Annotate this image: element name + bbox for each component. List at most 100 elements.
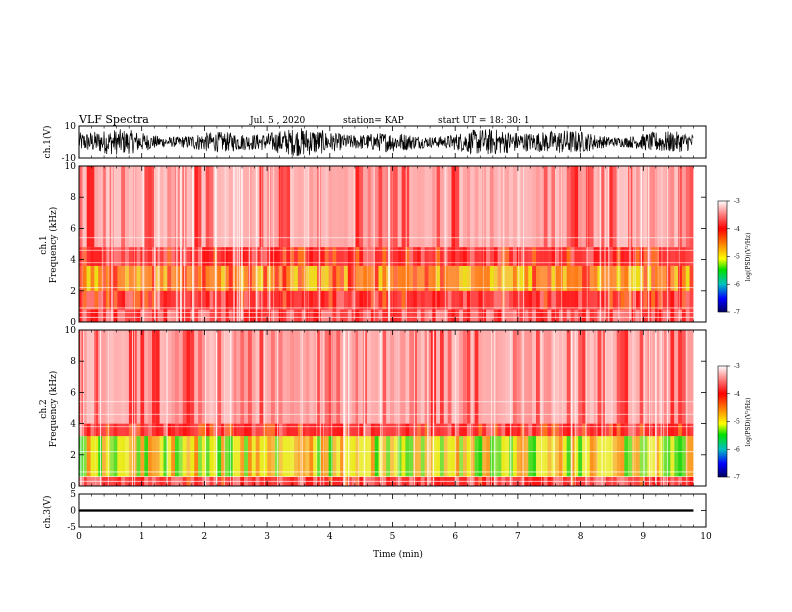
spectrogram-cell [658,290,663,310]
spectrogram-cell [98,330,103,424]
spectrogram-cell [290,166,295,248]
spectrogram-cell [79,265,83,291]
spectrogram-cell [90,436,95,477]
spectrogram-cell [443,436,448,477]
spectrogram-cell [359,330,364,424]
spectrogram-cell [409,265,414,291]
spectrogram-cell [332,265,337,291]
spectrogram-cell [105,166,110,248]
spectrogram-cell [397,423,402,437]
spectrogram-cell [463,247,467,266]
spectrogram-cell [662,265,667,291]
spectrogram-cell [536,247,540,266]
spectrogram-cell [105,309,110,322]
spectrogram-cell [155,436,160,477]
spectrogram-cell [236,247,241,266]
spectrogram-cell [470,265,475,291]
spectrogram-cell [578,309,583,322]
spectrogram-cell [305,247,310,266]
spectrogram-cell [267,436,272,477]
spectrogram-cell [574,166,579,248]
spectrogram-cell [248,330,252,424]
spectrogram-cell [205,265,210,291]
spectrogram-cell [94,330,99,424]
spectrogram-cell [255,166,260,248]
spectrogram-cell [670,309,675,322]
spectrogram-cell [167,265,172,291]
spectrogram-cell [524,423,529,437]
spectrogram-cell [332,309,337,322]
spectrogram-cell [474,166,479,248]
spectrogram-cell [666,330,671,424]
spectrogram-cell [420,290,425,310]
spectrogram-cell [148,423,152,437]
spectrogram-cell [420,265,425,291]
spectrogram-cell [117,265,122,291]
spectrogram-cell [543,265,548,291]
spectrogram-cell [681,265,686,291]
spectrogram-cell [413,290,417,310]
spectrogram-cell [585,247,590,266]
spectrogram-cell [194,436,199,477]
y-tick-label: 2 [70,287,76,297]
spectrogram-cell [271,166,275,248]
spectrogram-cell [424,265,429,291]
spectrogram-cell [501,436,506,477]
spectrogram-cell [201,436,206,477]
spectrogram-cell [102,247,106,266]
spectrogram-cell [624,330,629,424]
spectrogram-cell [152,436,156,477]
spectrogram-cell [259,247,264,266]
spectrogram-cell [86,166,91,248]
spectrogram-cell [413,309,417,322]
spectrogram-cell [670,290,675,310]
spectrogram-cell [524,436,529,477]
spectrogram-cell [86,436,91,477]
spectrogram-cell [585,330,590,424]
spectrogram-cell [674,247,679,266]
spectrogram-cell [666,309,671,322]
spectrogram-cell [278,436,283,477]
spectrogram-cell [113,436,118,477]
spectrogram-cell [382,309,387,322]
spectrogram-cell [589,436,594,477]
spectrogram-cell [136,290,141,310]
spectrogram-cell [305,309,310,322]
spectrogram-cell [297,290,302,310]
spectrogram-cell [585,265,590,291]
spectrogram-cell [524,265,529,291]
spectrogram-cell [612,309,617,322]
spectrogram-cell [309,290,314,310]
spectrogram-cell [313,265,318,291]
spectrogram-cell [313,330,318,424]
spectrogram-cell [336,290,341,310]
spectrogram-cell [309,247,314,266]
spectrogram-cell [589,265,594,291]
spectrogram-cell [198,166,202,248]
spectrogram-cell [282,423,287,437]
spectrogram-cell [236,290,241,310]
spectrogram-cell [274,265,279,291]
spectrogram-cell [424,423,429,437]
spectrogram-cell [582,290,586,310]
spectrogram-cell [505,290,510,310]
spectrogram-cell [678,436,682,477]
spectrogram-cell [332,290,337,310]
spectrogram-cell [171,309,176,322]
spectrogram-cell [320,166,325,248]
spectrogram-cell [171,247,176,266]
spectrogram-cell [624,436,629,477]
spectrogram-cell [278,247,283,266]
spectrogram-cell [474,330,479,424]
spectrogram-cell [466,247,471,266]
spectrogram-cell [520,247,525,266]
spectrogram-cell [417,247,421,266]
spectrogram-cell [340,265,344,291]
spectrogram-cell [401,330,406,424]
spectrogram-cell [148,166,152,248]
spectrogram-cell [643,247,648,266]
spectrogram-cell [205,166,210,248]
spectrogram-cell [493,265,498,291]
spectrogram-cell [132,166,137,248]
spectrogram-cell [332,166,337,248]
